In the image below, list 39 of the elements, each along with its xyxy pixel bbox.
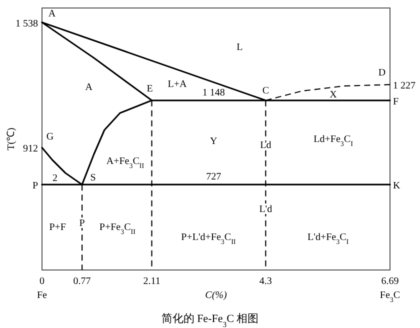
annotation: G xyxy=(46,132,54,143)
y-tick-label: P xyxy=(32,180,38,192)
annotation: Y xyxy=(210,136,218,147)
x-tick-label: 0.77 xyxy=(73,276,91,287)
annotation: 1 227 xyxy=(393,80,416,92)
x-tick-label: 2.11 xyxy=(143,276,160,287)
annotation: E xyxy=(146,83,153,94)
annotation: P+F xyxy=(49,222,66,233)
annotation: L+A xyxy=(168,79,188,90)
annotation: X xyxy=(330,89,338,100)
x-tick-label: 6.69 xyxy=(381,276,399,287)
annotation: P+Fe$_{3}$C$_{II}$ xyxy=(99,222,136,236)
y-tick-label: 1 538 xyxy=(16,18,38,30)
annotation: L'd xyxy=(259,204,272,215)
y-tick-label: 912 xyxy=(23,144,38,155)
annotation: C xyxy=(262,85,270,96)
annotation: 727 xyxy=(206,172,222,183)
annotation: A xyxy=(48,8,56,20)
x-tick-label: 4.3 xyxy=(259,276,272,287)
text: 简化的 Fe-Fe$_{3}$C 相图 xyxy=(161,312,259,328)
annotation: K xyxy=(393,180,401,192)
annotation: P xyxy=(79,218,86,229)
annotation: 2 xyxy=(52,173,58,184)
x-axis-title: C(%) xyxy=(205,290,228,301)
annotation: P+L'd+Fe$_{3}$C$_{II}$ xyxy=(181,232,236,246)
text: Fe$_{3}$C xyxy=(380,290,400,304)
x-tick-label: 0 xyxy=(40,276,44,287)
annotation: 1 148 xyxy=(202,87,225,98)
annotation: L'd+Fe$_{3}$C$_{I}$ xyxy=(308,232,350,246)
y-axis-title: T(℃) xyxy=(6,128,17,150)
text: Fe xyxy=(37,290,48,301)
annotation: F xyxy=(393,96,399,108)
annotation: Ld xyxy=(260,140,272,151)
annotation: A+Fe$_{3}$C$_{II}$ xyxy=(106,156,145,170)
annotation: L xyxy=(236,42,243,53)
annotation: Ld+Fe$_{3}$C$_{I}$ xyxy=(314,134,354,148)
annotation: A xyxy=(85,82,94,93)
annotation: S xyxy=(90,172,96,184)
annotation: D xyxy=(378,68,386,79)
